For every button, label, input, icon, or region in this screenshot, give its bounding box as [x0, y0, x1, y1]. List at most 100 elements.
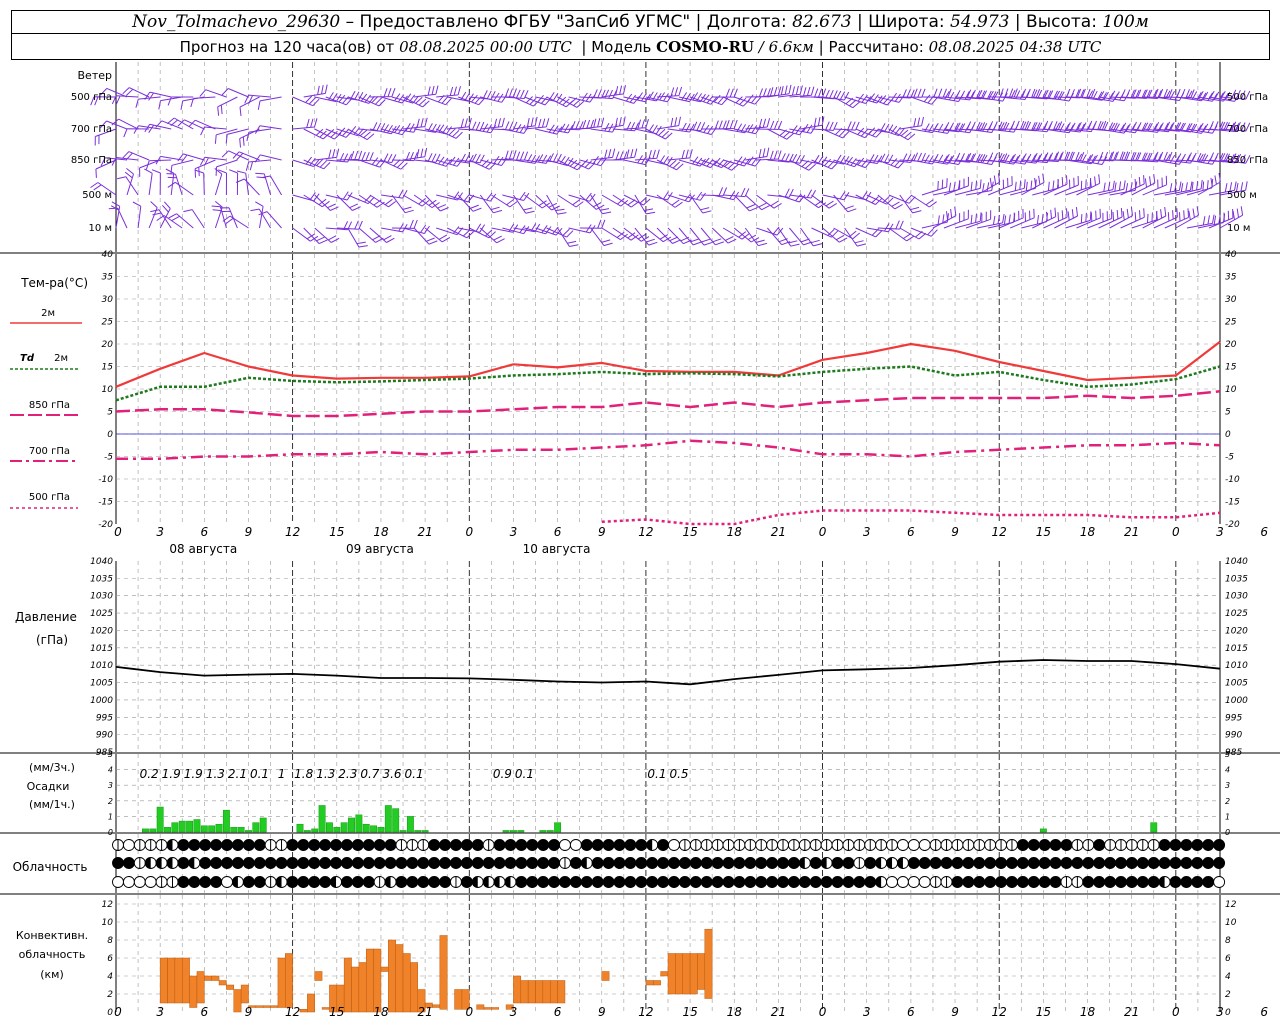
- model-name: COSMO-RU: [656, 37, 754, 56]
- wind-barb: [678, 191, 706, 201]
- wind-barb: [491, 88, 517, 98]
- wind-barb: [546, 194, 567, 215]
- precip-unit-1h: (мм/1ч.): [29, 798, 75, 811]
- cloud-cover-symbol: [820, 876, 833, 888]
- wind-level-label: 700 гПа: [71, 124, 112, 135]
- precip-bar: [326, 822, 333, 833]
- cloud-cover-symbol: [798, 876, 811, 888]
- wind-barb: [369, 227, 395, 243]
- wind-barb: [767, 153, 794, 163]
- wind-barb: [254, 125, 282, 134]
- cloud-cover-half-fill: [472, 876, 478, 888]
- temp-tick-label-right: 5: [1225, 408, 1231, 418]
- wind-barb: [402, 147, 428, 161]
- wind-barb: [590, 227, 613, 247]
- wind-barb: [888, 227, 915, 242]
- convective-cloud-bar: [601, 971, 610, 981]
- cloud-cover-symbol: [624, 876, 637, 888]
- wind-barb: [689, 124, 718, 135]
- wind-barb: [200, 126, 227, 136]
- wind-barb: [977, 213, 1005, 229]
- wind-barb: [479, 194, 503, 214]
- cloud-cover-symbol: [984, 857, 997, 869]
- cloud-cover-symbol: [842, 876, 855, 888]
- cloud-cover-symbol: [1180, 857, 1193, 869]
- precip-total-label: 1.3: [206, 767, 225, 781]
- precip-total-label: 0.9: [493, 767, 512, 781]
- wind-barb: [139, 159, 161, 177]
- hour-label-bottom: 12: [285, 1005, 300, 1019]
- wind-barb: [678, 156, 706, 167]
- wind-barb: [1219, 89, 1251, 100]
- cloud-cover-symbol: [439, 857, 452, 869]
- wind-barb: [943, 176, 969, 196]
- hour-label-bottom: 6: [200, 1005, 208, 1019]
- cloud-cover-symbol: [646, 857, 659, 869]
- wind-title: Ветер: [78, 69, 112, 82]
- cloud-cover-symbol: [591, 857, 604, 869]
- wind-barb: [1164, 122, 1196, 133]
- pressure-tick-label: 1035: [90, 574, 113, 584]
- wind-barb: [219, 207, 238, 229]
- wind-barb: [391, 122, 419, 133]
- legend-t2m-label: 2м: [41, 308, 55, 319]
- wind-barb: [336, 125, 364, 137]
- precip-bar: [318, 805, 326, 833]
- precip-total-label: 0.7: [360, 767, 379, 781]
- wind-barb: [1120, 121, 1151, 132]
- wind-barb: [789, 189, 817, 199]
- hour-label-bottom: 12: [992, 1005, 1007, 1019]
- cloud-cover-symbol: [253, 839, 266, 851]
- wind-barb: [557, 121, 584, 131]
- cloud-cover-symbol: [177, 876, 190, 888]
- wind-barb: [844, 93, 872, 104]
- temp-tick-label-right: 20: [1225, 340, 1237, 350]
- cloud-cover-symbol: [450, 839, 462, 851]
- pressure-tick-label-right: 985: [1225, 748, 1242, 758]
- cloud-cover-symbol: [1169, 839, 1182, 851]
- wind-barb: [513, 154, 541, 164]
- precip-bar: [546, 830, 554, 833]
- wind-barb: [1021, 173, 1045, 196]
- cloud-cover-symbol: [787, 876, 800, 888]
- precip-bar: [348, 817, 355, 833]
- cloud-cover-symbol: [635, 857, 648, 869]
- wind-barb: [833, 121, 860, 131]
- precip-total-label: 0.1: [515, 767, 534, 781]
- wind-barb: [244, 94, 271, 104]
- wind-barb: [325, 191, 353, 201]
- wind-barb: [700, 227, 724, 246]
- wind-barb: [167, 181, 194, 196]
- wind-barb: [218, 169, 227, 196]
- hour-label-top: 21: [417, 525, 432, 539]
- cloud-cover-symbol: [548, 839, 561, 851]
- forecast-label: Прогноз на 120 часа(ов) от: [179, 37, 395, 56]
- cloud-cover-symbol: [591, 839, 604, 851]
- cloud-cover-half-fill: [875, 857, 882, 869]
- wind-barb: [402, 117, 428, 130]
- convective-cloud-bar: [653, 980, 661, 986]
- wind-barb: [236, 170, 249, 196]
- wind-barb: [144, 123, 172, 133]
- wind-barb: [1087, 180, 1115, 196]
- cloud-cover-symbol: [308, 876, 321, 888]
- wind-barb: [954, 89, 986, 100]
- precip-total-label: 1.8: [294, 767, 313, 781]
- cloud-cover-symbol: [1147, 857, 1160, 869]
- wind-barb: [1153, 208, 1178, 229]
- cloud-cover-symbol: [1158, 839, 1171, 851]
- precip-bar: [539, 830, 547, 833]
- pressure-tick-label-right: 1010: [1225, 661, 1248, 671]
- wind-barb: [899, 88, 926, 98]
- cloud-cover-symbol: [362, 876, 375, 888]
- cloud-cover-symbol: [373, 839, 386, 851]
- wind-barb: [678, 227, 702, 246]
- cloud-cover-symbol: [657, 876, 670, 888]
- wind-barb: [1021, 89, 1052, 100]
- pressure-tick-label: 1030: [90, 592, 113, 602]
- cloud-cover-half-fill: [886, 857, 893, 869]
- wind-barb: [250, 208, 272, 229]
- precip-tick-label-right: 0: [1225, 828, 1230, 837]
- wind-barb: [524, 94, 552, 106]
- t700-line: [116, 439, 1221, 461]
